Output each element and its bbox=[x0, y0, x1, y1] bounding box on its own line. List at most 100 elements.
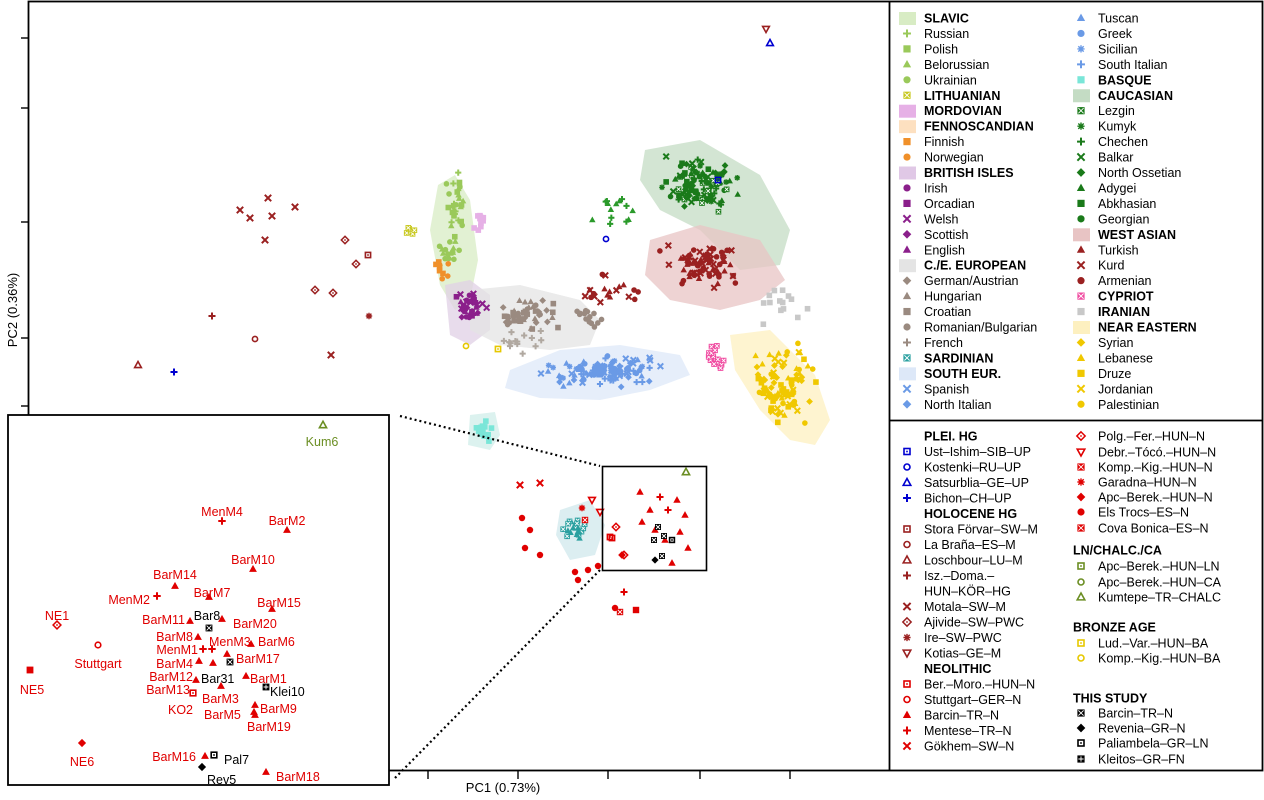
point bbox=[537, 369, 545, 377]
marker-part bbox=[615, 526, 617, 528]
legend-label: Komp.–Kig.–HUN–N bbox=[1098, 461, 1213, 475]
point bbox=[532, 308, 539, 314]
legend-item: SLAVIC bbox=[899, 12, 969, 26]
point bbox=[453, 201, 459, 208]
inset-sample-menm1: MenM1 bbox=[156, 643, 207, 657]
legend-item: Stora Förvar–SW–M bbox=[903, 523, 1038, 537]
inset-label-ne6: NE6 bbox=[70, 755, 94, 769]
point bbox=[677, 254, 685, 261]
inset-sample-barm7: BarM7 bbox=[194, 586, 231, 600]
zoom-point bbox=[608, 534, 616, 542]
point bbox=[477, 212, 483, 219]
point bbox=[686, 192, 693, 199]
inset-label-ko2: KO2 bbox=[168, 703, 193, 717]
point bbox=[691, 175, 698, 182]
point bbox=[535, 308, 543, 316]
point bbox=[445, 204, 452, 211]
point bbox=[639, 363, 646, 370]
point bbox=[560, 526, 566, 533]
legend-marker bbox=[1076, 245, 1086, 253]
inset-marker-barm18 bbox=[262, 767, 270, 775]
point bbox=[462, 308, 469, 315]
point bbox=[760, 390, 767, 397]
point bbox=[520, 309, 527, 316]
point bbox=[532, 343, 539, 350]
point bbox=[571, 371, 578, 378]
ancient-point bbox=[340, 235, 350, 245]
point bbox=[761, 376, 769, 384]
legend-label: LN/CHALC./CA bbox=[1073, 544, 1162, 558]
point bbox=[693, 189, 699, 196]
point bbox=[607, 373, 613, 380]
inset-sample-barm20: BarM20 bbox=[218, 614, 277, 631]
legend-marker bbox=[1077, 199, 1085, 207]
point bbox=[721, 267, 728, 274]
legend-item: Komp.–Kig.–HUN–BA bbox=[1077, 652, 1221, 666]
legend-item: LITHUANIAN bbox=[903, 89, 1000, 103]
point bbox=[574, 520, 580, 527]
legend-label: SOUTH EUR. bbox=[924, 367, 1001, 381]
point bbox=[601, 285, 608, 292]
marker-part bbox=[210, 751, 218, 759]
point bbox=[767, 384, 775, 391]
point bbox=[565, 520, 571, 527]
ancient-point bbox=[521, 544, 529, 552]
point bbox=[727, 246, 735, 254]
point bbox=[785, 391, 791, 398]
point bbox=[688, 187, 695, 194]
point bbox=[560, 375, 566, 381]
point bbox=[612, 370, 619, 376]
point bbox=[538, 337, 545, 344]
marker-part bbox=[714, 343, 719, 348]
point bbox=[721, 162, 729, 169]
point bbox=[788, 382, 795, 388]
legend-label: LITHUANIAN bbox=[924, 89, 1000, 103]
legend-item: Croatian bbox=[903, 305, 971, 319]
legend-item: Hungarian bbox=[902, 290, 982, 304]
marker-part bbox=[340, 235, 350, 245]
point bbox=[478, 300, 486, 308]
point bbox=[581, 361, 588, 367]
point bbox=[770, 379, 778, 387]
inset-marker-kum6 bbox=[318, 419, 328, 429]
legend-marker bbox=[1077, 524, 1085, 532]
ancient-point bbox=[611, 604, 619, 612]
point bbox=[779, 299, 786, 306]
point bbox=[504, 315, 512, 322]
point bbox=[578, 379, 586, 387]
point bbox=[602, 363, 608, 370]
ancient-point bbox=[268, 212, 276, 220]
point bbox=[458, 313, 466, 321]
legend-label: Stora Förvar–SW–M bbox=[924, 523, 1038, 537]
marker-part bbox=[227, 659, 233, 665]
zoom-point bbox=[656, 493, 664, 501]
inset-label-barm3: BarM3 bbox=[202, 692, 239, 706]
inset-label-barm1: BarM1 bbox=[250, 672, 287, 686]
point bbox=[594, 320, 601, 326]
point bbox=[529, 303, 537, 310]
point bbox=[689, 269, 697, 277]
point bbox=[691, 259, 698, 266]
point bbox=[527, 298, 534, 305]
inset-sample-barm17: BarM17 bbox=[223, 649, 280, 666]
inset-sample-rev5: Rev5 bbox=[197, 762, 236, 787]
legend-label: PLEI. HG bbox=[924, 430, 977, 444]
legend-item: Ust–Ishim–SIB–UP bbox=[903, 445, 1031, 459]
point bbox=[688, 160, 696, 168]
point bbox=[569, 524, 577, 531]
legend-marker bbox=[1076, 152, 1086, 162]
point bbox=[678, 190, 686, 197]
point bbox=[681, 186, 689, 193]
point bbox=[646, 354, 654, 362]
ancient-point bbox=[264, 194, 272, 202]
marker-part bbox=[903, 680, 911, 688]
legend-item: Isz.–Doma.– bbox=[903, 569, 994, 583]
marker-part bbox=[314, 289, 316, 291]
point bbox=[793, 365, 800, 372]
legend-item: Orcadian bbox=[903, 197, 975, 211]
cluster-13 bbox=[657, 241, 739, 292]
legend-item: North Italian bbox=[902, 398, 991, 412]
point bbox=[555, 324, 561, 331]
point bbox=[599, 271, 606, 278]
point bbox=[771, 287, 778, 294]
